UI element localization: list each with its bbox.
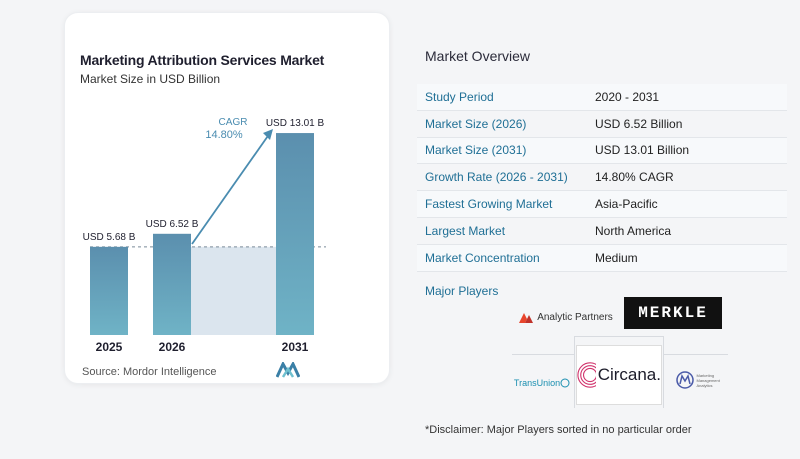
overview-row: Growth Rate (2026 - 2031) 14.80% CAGR (417, 164, 787, 192)
bar-2031 (276, 133, 314, 335)
bar-value-label: USD 6.52 B (146, 219, 199, 230)
logo-divider (663, 336, 664, 408)
overview-label: Growth Rate (2026 - 2031) (425, 170, 568, 185)
overview-label: Study Period (425, 89, 494, 104)
x-tick-label: 2031 (282, 340, 309, 354)
x-tick-label: 2026 (159, 340, 186, 354)
overview-value: 2020 - 2031 (595, 89, 660, 104)
overview-row: Market Concentration Medium (417, 244, 787, 272)
bar-value-label: USD 13.01 B (266, 118, 325, 129)
logo-divider (512, 354, 574, 355)
overview-value: 14.80% CAGR (595, 170, 674, 185)
cagr-arrow (191, 132, 271, 245)
overview-label: Largest Market (425, 223, 506, 238)
logo-divider (664, 354, 728, 355)
cagr-arrowhead (263, 129, 273, 140)
overview-table: Study Period 2020 - 2031 Market Size (202… (417, 84, 787, 272)
chart: USD 5.68 B 2025 USD 6.52 B 2026 USD 13.01 B 2… (83, 117, 326, 354)
players-title: Major Players (425, 284, 499, 298)
overview-label: Fastest Growing Market (425, 197, 553, 212)
merkle-text: MERKLE (638, 304, 708, 322)
circana-text: Circana. (597, 365, 661, 384)
overview-row: Market Size (2026) USD 6.52 Billion (417, 111, 787, 138)
logo-divider (574, 336, 664, 337)
logo-divider (574, 336, 575, 408)
analytic-partners-logo: Analytic Partners (516, 306, 616, 328)
cagr-value: 14.80% (205, 129, 243, 141)
analytic-partners-text: Analytic Partners (537, 311, 613, 323)
transunion-text: TransUnion (513, 378, 561, 388)
chart-title: Marketing Attribution Services Market (80, 52, 325, 68)
overview-value: Asia-Pacific (595, 197, 658, 212)
overview-row: Study Period 2020 - 2031 (417, 84, 787, 111)
overview-title: Market Overview (425, 48, 531, 64)
overview-value: USD 6.52 Billion (595, 116, 683, 131)
overview-value: Medium (595, 250, 638, 265)
overview-row: Market Size (2031) USD 13.01 Billion (417, 137, 787, 165)
mma-text: Marketing Management Analytics (696, 372, 720, 388)
mma-icon (675, 371, 694, 389)
overview-row: Fastest Growing Market Asia-Pacific (417, 191, 787, 218)
overview-label: Market Size (2026) (425, 116, 527, 131)
overview-row: Largest Market North America (417, 218, 787, 245)
overview-label: Market Size (2031) (425, 143, 527, 158)
merkle-logo: MERKLE (624, 297, 722, 329)
disclaimer: *Disclaimer: Major Players sorted in no … (425, 424, 692, 436)
bar-2026 (153, 233, 191, 335)
bar-2025 (90, 246, 128, 335)
bar-value-label: USD 5.68 B (83, 232, 136, 243)
mma-logo: Marketing Management Analytics (672, 368, 732, 392)
circana-icon (577, 362, 596, 388)
circana-logo: Circana. (576, 345, 662, 405)
overview-value: North America (595, 223, 672, 238)
chart-subtitle: Market Size in USD Billion (80, 72, 221, 86)
transunion-icon (560, 378, 570, 388)
analytic-partners-icon (519, 313, 534, 323)
mordor-logo-icon (276, 362, 300, 378)
transunion-logo: TransUnion (512, 372, 572, 394)
overview-value: USD 13.01 Billion (595, 143, 690, 158)
overview-label: Market Concentration (425, 250, 540, 265)
source-text: Source: Mordor Intelligence (82, 366, 217, 378)
x-tick-label: 2025 (96, 340, 123, 354)
cagr-label: CAGR (219, 117, 248, 128)
